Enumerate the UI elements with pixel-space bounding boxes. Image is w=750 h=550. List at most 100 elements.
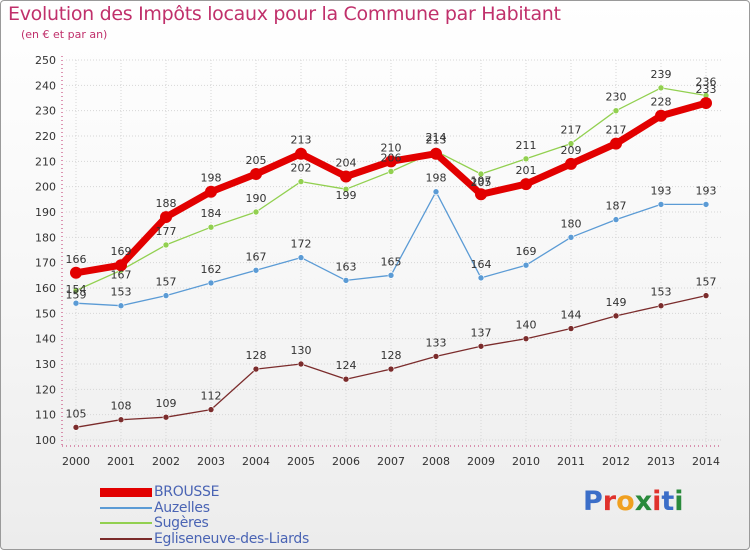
data-point xyxy=(567,325,575,332)
data-point xyxy=(520,178,532,191)
data-label: 184 xyxy=(201,207,222,220)
data-label: 206 xyxy=(381,151,402,164)
data-label: 153 xyxy=(651,286,672,299)
data-label: 166 xyxy=(66,253,87,266)
data-point xyxy=(612,107,620,114)
y-tick-label: 170 xyxy=(35,257,56,270)
data-point xyxy=(657,302,665,310)
data-point xyxy=(252,365,260,373)
y-tick-label: 110 xyxy=(35,409,56,422)
logo-letter: t xyxy=(661,486,675,517)
data-point xyxy=(477,342,485,350)
x-tick-label: 2012 xyxy=(602,455,630,468)
data-point xyxy=(207,279,215,287)
data-point xyxy=(295,147,307,160)
data-label: 213 xyxy=(291,134,312,147)
data-point xyxy=(655,109,667,122)
data-label: 149 xyxy=(606,296,627,309)
data-point xyxy=(610,137,622,150)
data-label: 197 xyxy=(471,174,492,187)
data-point xyxy=(700,97,712,110)
legend-label-sugeres: Sugères xyxy=(154,515,209,531)
data-point xyxy=(342,277,350,284)
data-point xyxy=(72,424,80,431)
data-point xyxy=(567,140,575,147)
data-label: 128 xyxy=(381,349,402,362)
data-label: 236 xyxy=(696,75,717,88)
data-point xyxy=(702,292,710,299)
data-labels: 166 169 188 198 205 213 204 210 213 197 201 209 217 2… xyxy=(66,68,717,420)
data-label: 154 xyxy=(66,283,87,296)
y-tick-label: 250 xyxy=(35,54,56,67)
y-tick-label: 190 xyxy=(35,206,56,219)
data-label: 188 xyxy=(156,197,177,210)
data-point xyxy=(385,155,397,168)
proxiti-logo: Proxiti xyxy=(583,486,684,517)
data-label: 187 xyxy=(606,200,627,213)
data-point xyxy=(430,147,442,160)
data-label: 157 xyxy=(156,276,177,289)
x-tick-label: 2004 xyxy=(242,455,270,468)
logo-letter: P xyxy=(583,486,603,517)
data-point xyxy=(115,259,127,272)
data-point xyxy=(162,413,170,421)
data-label: 205 xyxy=(246,154,267,167)
data-point xyxy=(432,188,440,196)
data-point xyxy=(297,254,305,261)
x-tick-label: 2014 xyxy=(692,455,720,468)
data-label: 193 xyxy=(651,184,672,197)
data-point xyxy=(477,170,485,178)
data-point xyxy=(117,416,125,424)
data-label: 159 xyxy=(66,289,87,302)
data-label: 202 xyxy=(291,162,312,175)
data-point xyxy=(340,170,352,183)
legend-swatch-sugeres xyxy=(100,522,152,524)
data-label: 217 xyxy=(561,124,582,137)
data-point xyxy=(612,216,620,223)
data-point xyxy=(387,365,395,373)
data-label: 217 xyxy=(606,124,627,137)
data-point xyxy=(657,84,665,92)
data-point xyxy=(342,185,350,193)
data-label: 133 xyxy=(426,336,447,349)
chart-subtitle: (en € et par an) xyxy=(21,28,108,41)
data-point xyxy=(477,274,485,282)
data-point xyxy=(72,299,80,307)
axes: 100 110 120 130 140 150 160 170 180 190 200 210 220 2… xyxy=(35,54,722,468)
data-label: 169 xyxy=(516,245,537,258)
data-label: 205 xyxy=(471,176,492,189)
y-tick-label: 160 xyxy=(35,282,56,295)
data-label: 164 xyxy=(471,258,492,271)
data-label: 153 xyxy=(111,286,132,299)
x-tick-label: 2002 xyxy=(152,455,180,468)
legend-swatch-brousse xyxy=(100,488,152,497)
data-label: 105 xyxy=(66,407,87,420)
data-label: 162 xyxy=(201,263,222,276)
data-point xyxy=(342,375,350,383)
x-tick-label: 2009 xyxy=(467,455,495,468)
data-point xyxy=(612,312,620,320)
data-label: 157 xyxy=(696,276,717,289)
legend-label-auzelles: Auzelles xyxy=(154,500,210,516)
x-tick-label: 2003 xyxy=(197,455,225,468)
data-label: 177 xyxy=(156,225,177,238)
data-label: 199 xyxy=(336,189,357,202)
data-point xyxy=(565,157,577,170)
data-point xyxy=(567,234,575,241)
data-label: 130 xyxy=(291,344,312,357)
data-point xyxy=(160,211,172,224)
data-point xyxy=(207,223,215,231)
data-point xyxy=(387,272,395,279)
data-point xyxy=(72,287,80,294)
legend-label-brousse: BROUSSE xyxy=(154,484,220,500)
x-tick-label: 2010 xyxy=(512,455,540,468)
data-label: 210 xyxy=(381,141,402,154)
data-label: 198 xyxy=(426,172,447,185)
y-tick-label: 210 xyxy=(35,155,56,168)
data-point xyxy=(297,178,305,185)
data-point xyxy=(297,360,305,368)
y-tick-label: 150 xyxy=(35,307,56,320)
data-point xyxy=(475,188,487,201)
data-point xyxy=(252,208,260,216)
